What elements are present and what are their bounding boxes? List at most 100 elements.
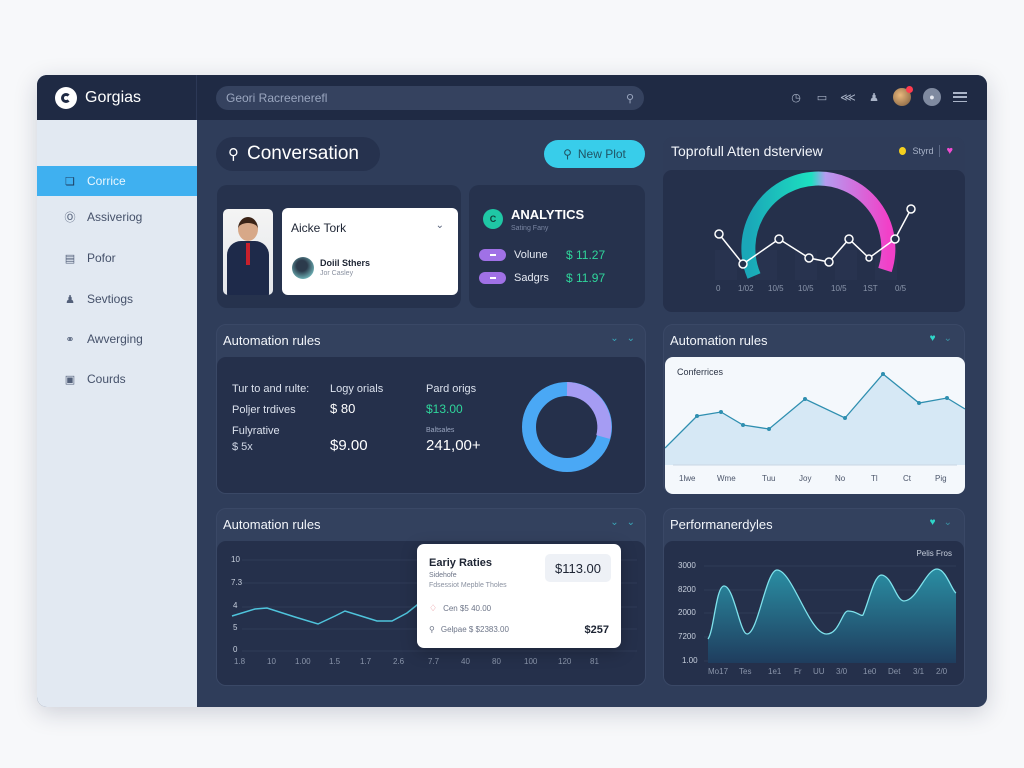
profile-name: Aicke Tork [291, 221, 347, 235]
new-plot-button[interactable]: ⚲ New Plot [544, 140, 645, 168]
user-pin-icon[interactable]: ♟ [869, 91, 879, 104]
sidebar-item-awverging[interactable]: ⚭ Awverging [37, 324, 197, 354]
search-bar[interactable]: ⚲ [216, 86, 644, 110]
sidebar-item-label: Corrice [87, 174, 126, 188]
toggle-pill[interactable] [479, 249, 506, 261]
toggle-pill[interactable] [479, 272, 506, 284]
x-tick: 1.8 [234, 657, 246, 666]
performance-panel: Performanerdyles ♥ ⌄ [663, 508, 965, 686]
overview-chart: 0 1/02 10/5 10/5 10/5 1ST 0/5 [663, 170, 965, 312]
dollar-circle-icon: Ⓞ [64, 212, 76, 224]
y-tick: 5 [233, 623, 238, 632]
x-tick: Ct [903, 474, 911, 483]
bell-icon: ♢ [429, 603, 438, 613]
profile-card[interactable]: Aicke Tork ⌄ Doiil Sthers Jor Casley [282, 208, 458, 295]
profile-panel: Aicke Tork ⌄ Doiil Sthers Jor Casley [217, 185, 461, 308]
y-tick: 3000 [678, 561, 696, 570]
message-icon[interactable]: ▭ [816, 91, 828, 104]
y-tick: 0 [233, 645, 238, 654]
chevron-down-icon[interactable]: ⌄ [626, 517, 635, 528]
search-icon[interactable]: ⚲ [625, 92, 634, 105]
panel-controls: ♥ ⌄ [930, 333, 952, 344]
x-tick: 0 [716, 284, 721, 293]
chevron-down-icon[interactable]: ⌄ [626, 333, 635, 344]
stat-value: 241,00+ [426, 437, 481, 454]
x-tick: UU [813, 667, 825, 676]
sidebar-item-sevtiogs[interactable]: ♟ Sevtiogs [37, 284, 197, 314]
performance-chart: Pelis Fros 3000 8200 2000 7200 1.00 Mo17… [664, 541, 964, 685]
analytics-row-value: $ 11.27 [566, 248, 606, 262]
overview-status: Styrd ♥ [899, 145, 953, 157]
sidebar-item-corrice[interactable]: ❏ Corrice [37, 166, 197, 196]
panel-controls: ♥ ⌄ [930, 517, 952, 528]
stat-label: Baltsales [426, 427, 455, 434]
analytics-subtitle: Sating Fany [511, 225, 549, 232]
y-tick: 10 [231, 555, 240, 564]
x-tick: 3/0 [836, 667, 848, 676]
x-tick: 1.5 [329, 657, 341, 666]
automation-rules-panel: Automation rules ⌄ ⌄ Tur to and rulte: P… [216, 324, 646, 494]
analytics-row-label: Volune [514, 249, 548, 261]
clipboard-icon: ❏ [65, 175, 75, 188]
x-tick: 1.00 [295, 657, 311, 666]
heart-icon[interactable]: ♥ [946, 145, 953, 157]
chevron-down-icon[interactable]: ⌄ [610, 333, 619, 344]
main-content: ⚲ Conversation ⚲ New Plot Aicke Tork ⌄ D… [197, 120, 987, 707]
search-input[interactable] [226, 91, 626, 105]
x-tick: 3/1 [913, 667, 925, 676]
automation-rules-line-panel: Automation rules ⌄ ⌄ 10 7.3 4 5 0 [216, 508, 646, 686]
sidebar-item-label: Sevtiogs [87, 292, 134, 306]
x-tick: Tuu [762, 474, 776, 483]
app-window: Gorgias ⚲ ◷ ▭ ⋘ ♟ ● ❏ Corrice Ⓞ Assiveri… [37, 75, 987, 707]
chevron-down-icon[interactable]: ⌄ [943, 333, 952, 344]
x-tick: No [835, 474, 846, 483]
x-tick: 1e1 [768, 667, 782, 676]
analytics-panel: C ANALYTICS Sating Fany Volune $ 11.27 S… [469, 185, 645, 308]
sidebar-item-label: Awverging [87, 332, 143, 346]
analytics-row-label: Sadgrs [514, 272, 549, 284]
x-tick: 7.7 [428, 657, 440, 666]
stat-value: $ 5x [232, 441, 253, 453]
avatar [292, 257, 314, 279]
search-icon: ⚲ [429, 625, 435, 634]
x-tick: Tes [739, 667, 752, 676]
chevron-down-icon[interactable]: ⌄ [435, 220, 444, 231]
menu-icon[interactable] [953, 92, 967, 102]
x-tick: Wme [717, 474, 736, 483]
stat-value: $9.00 [330, 437, 368, 454]
gorgias-logo-icon [55, 86, 77, 109]
user-avatar[interactable] [893, 86, 913, 106]
clock-icon[interactable]: ◷ [791, 91, 801, 104]
y-tick: 8200 [678, 585, 696, 594]
stat-label: Fulyrative [232, 425, 280, 437]
analytics-title: ANALYTICS [511, 207, 585, 222]
profile-avatar[interactable]: ● [923, 88, 941, 106]
heart-icon[interactable]: ♥ [929, 333, 936, 344]
brand[interactable]: Gorgias [37, 75, 197, 120]
chevron-down-icon[interactable]: ⌄ [610, 517, 619, 528]
x-tick: 10 [267, 657, 276, 666]
top-bar: Gorgias ⚲ ◷ ▭ ⋘ ♟ ● [37, 75, 987, 120]
panel-title: Performanerdyles [670, 517, 773, 532]
y-tick: 1.00 [682, 656, 698, 665]
sidebar-item-assiveriog[interactable]: Ⓞ Assiveriog [37, 202, 197, 232]
sidebar-item-pofor[interactable]: ▤ Pofor [37, 243, 197, 273]
automation-stats: Tur to and rulte: Poljer trdives Fulyrat… [217, 357, 645, 493]
x-tick: 81 [590, 657, 599, 666]
sidebar-item-courds[interactable]: ▣ Courds [37, 364, 197, 394]
tooltip-row-text: Cen $5 40.00 [443, 604, 492, 613]
search-icon: ⚲ [228, 146, 239, 163]
area-chart: Conferrices 1lwe Wme Tuu Joy No Tl Ct [665, 357, 965, 494]
conversation-search[interactable]: ⚲ Conversation [216, 137, 380, 171]
x-tick: 10/5 [831, 284, 847, 293]
amount-value: $113.00 [554, 560, 602, 576]
x-tick: 0/5 [895, 284, 907, 293]
x-tick: 1.7 [360, 657, 372, 666]
notification-dot [906, 86, 913, 93]
contact-role: Jor Casley [320, 270, 354, 277]
chevron-down-icon[interactable]: ⌄ [943, 517, 952, 528]
analytics-row-value: $ 11.97 [566, 271, 606, 285]
sidebar-item-label: Assiveriog [87, 210, 143, 224]
heart-icon[interactable]: ♥ [929, 517, 936, 528]
share-icon[interactable]: ⋘ [840, 91, 856, 104]
